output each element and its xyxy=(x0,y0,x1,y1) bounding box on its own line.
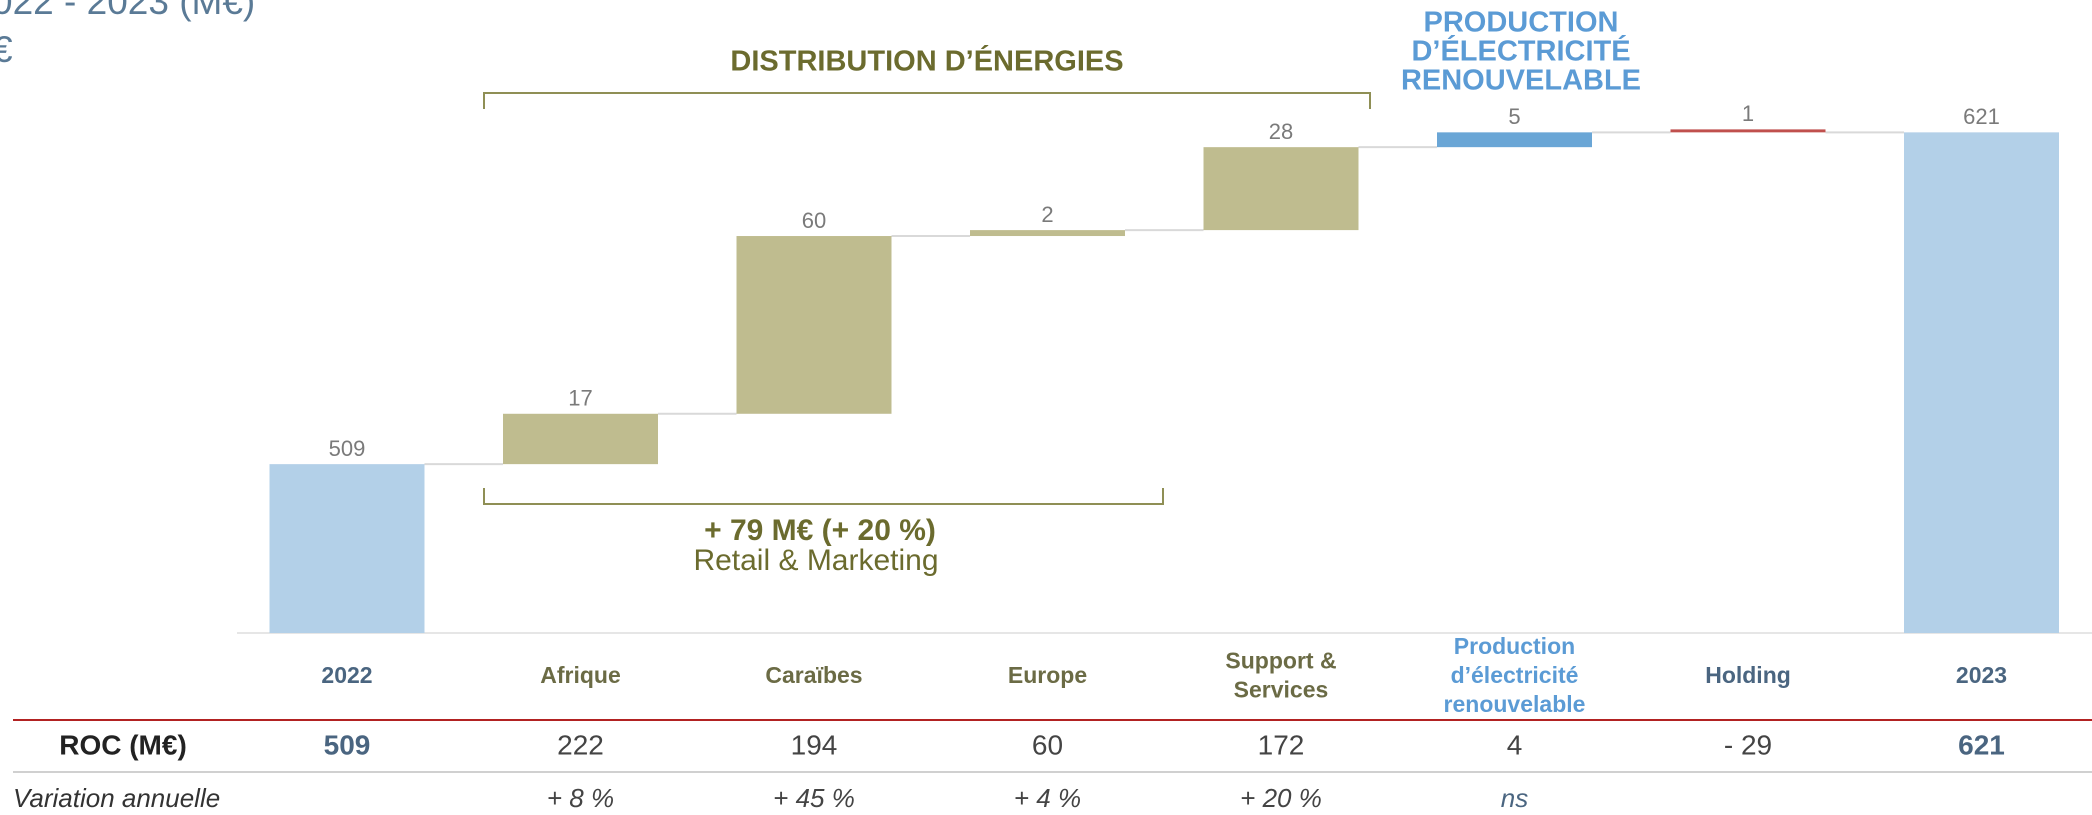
table-cell: - 29 xyxy=(1724,729,1772,760)
table-cell: 4 xyxy=(1507,729,1523,760)
value-label: 1 xyxy=(1742,101,1754,126)
category-label: Production xyxy=(1454,633,1575,659)
value-label: 5 xyxy=(1508,104,1520,129)
category-label: 2023 xyxy=(1956,662,2007,688)
table-cell: 621 xyxy=(1958,729,2005,760)
table-cell: + 45 % xyxy=(773,783,855,813)
value-label: 509 xyxy=(329,436,366,461)
value-label: 60 xyxy=(802,208,826,233)
distribution-label: DISTRIBUTION D’ÉNERGIES xyxy=(730,44,1123,78)
production-label: PRODUCTION xyxy=(1424,7,1619,39)
bar xyxy=(1437,132,1592,148)
retail-value: + 79 M€ (+ 20 %) xyxy=(704,514,936,547)
row-label: ROC (M€) xyxy=(59,729,187,760)
value-label: 621 xyxy=(1963,104,2000,129)
bar xyxy=(1203,147,1359,231)
category-label: Europe xyxy=(1008,662,1087,688)
value-label: 2 xyxy=(1041,202,1053,227)
category-label: Afrique xyxy=(540,662,621,688)
table-cell: 60 xyxy=(1032,729,1063,760)
bar xyxy=(970,230,1125,237)
retail-bracket xyxy=(483,488,1164,505)
table-cell: + 20 % xyxy=(1240,783,1322,813)
table-cell: 172 xyxy=(1258,729,1305,760)
table-cell: 194 xyxy=(791,729,838,760)
category-label: Support & xyxy=(1225,648,1336,674)
distribution-bracket xyxy=(483,92,1371,109)
bar xyxy=(503,413,658,465)
chart-subtitle: € xyxy=(0,29,13,70)
chart-title: 022 - 2023 (M€) xyxy=(0,0,255,22)
bar xyxy=(736,236,892,414)
value-label: 28 xyxy=(1269,119,1293,144)
table-cell: + 8 % xyxy=(547,783,614,813)
table-cell: + 4 % xyxy=(1014,783,1081,813)
category-label: Caraïbes xyxy=(765,662,862,688)
category-label: Services xyxy=(1234,677,1329,703)
row-label: Variation annuelle xyxy=(13,783,220,813)
category-label: renouvelable xyxy=(1444,691,1586,717)
retail-label: Retail & Marketing xyxy=(693,544,938,577)
bar xyxy=(269,464,425,633)
table-cell: 509 xyxy=(324,729,371,760)
production-label: D’ÉLECTRICITÉ xyxy=(1411,34,1630,68)
table-cell: 222 xyxy=(557,729,604,760)
table-cell: ns xyxy=(1501,783,1528,813)
production-label: RENOUVELABLE xyxy=(1401,65,1641,97)
category-label: Holding xyxy=(1705,662,1791,688)
category-label: 2022 xyxy=(321,662,372,688)
category-label: d’électricité xyxy=(1451,662,1579,688)
bar xyxy=(1670,129,1826,133)
value-label: 17 xyxy=(568,386,592,411)
bar xyxy=(1904,132,2059,633)
